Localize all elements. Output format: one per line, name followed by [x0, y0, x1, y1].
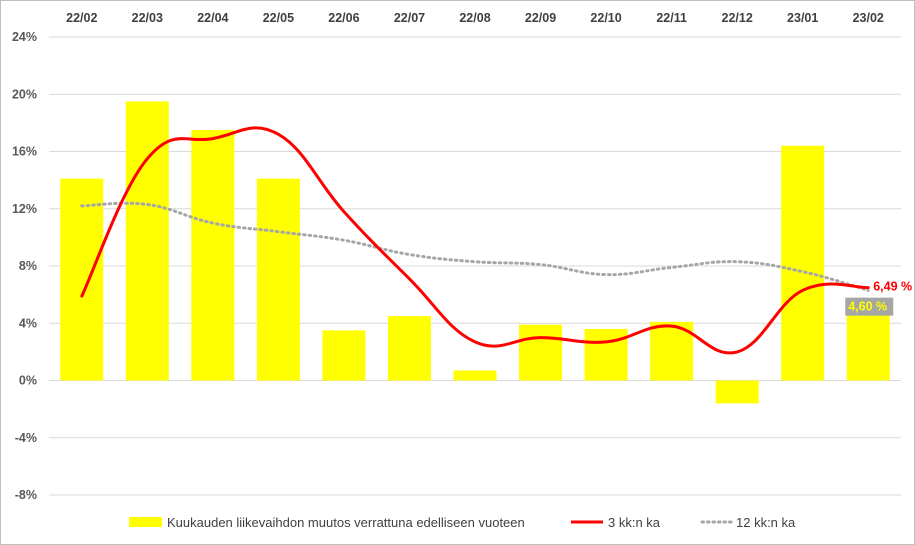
bar — [519, 324, 563, 381]
x-category-label: 23/01 — [787, 11, 818, 25]
bar-data-label: 4,60 % — [848, 300, 887, 314]
y-tick-label: 8% — [19, 259, 37, 273]
x-category-label: 22/11 — [656, 11, 687, 25]
legend: Kuukauden liikevaihdon muutos verrattuna… — [129, 515, 796, 530]
bar — [781, 145, 825, 381]
y-tick-label: 24% — [12, 30, 37, 44]
data-labels: 4,60 % 6,49 % — [845, 280, 912, 316]
y-tick-label: 20% — [12, 87, 37, 101]
line-data-label: 6,49 % — [873, 280, 912, 294]
x-category-label: 22/05 — [263, 11, 294, 25]
bar — [60, 178, 104, 381]
bar — [256, 178, 300, 381]
x-category-label: 22/08 — [459, 11, 490, 25]
bar — [191, 130, 235, 381]
bar — [584, 328, 628, 381]
series-3kk-line — [80, 126, 870, 355]
bar — [846, 314, 890, 381]
x-category-label: 22/10 — [590, 11, 621, 25]
x-category-label: 22/03 — [132, 11, 163, 25]
y-tick-label: 4% — [19, 316, 37, 330]
x-axis-category-labels: 22/02 22/03 22/04 22/05 22/06 22/07 22/08 22/09… — [66, 11, 884, 25]
x-category-label: 22/09 — [525, 11, 556, 25]
y-axis-tick-labels: 24% 20% 16% 12% 8% 4% 0% -4% -8% — [12, 30, 37, 502]
x-category-label: 22/07 — [394, 11, 425, 25]
x-category-label: 22/12 — [722, 11, 753, 25]
y-tick-label: 0% — [19, 374, 37, 388]
y-tick-label: 12% — [12, 202, 37, 216]
x-category-label: 22/06 — [328, 11, 359, 25]
series-12kk-line — [80, 201, 870, 292]
x-category-label: 22/04 — [197, 11, 228, 25]
legend-bar-swatch — [129, 517, 162, 527]
legend-bar-label: Kuukauden liikevaihdon muutos verrattuna… — [167, 515, 525, 530]
bar — [125, 101, 169, 381]
y-tick-label: -4% — [15, 431, 37, 445]
y-tick-label: 16% — [12, 145, 37, 159]
bar-series — [60, 101, 890, 404]
x-category-label: 22/02 — [66, 11, 97, 25]
bar-data-label-background — [845, 297, 894, 316]
legend-3kk-label: 3 kk:n ka — [608, 515, 661, 530]
legend-12kk-label: 12 kk:n ka — [736, 515, 796, 530]
y-tick-label: -8% — [15, 488, 37, 502]
bar — [453, 370, 497, 381]
bar — [322, 330, 366, 381]
bar — [387, 316, 431, 381]
x-category-label: 23/02 — [853, 11, 884, 25]
bar — [715, 380, 759, 404]
gridlines — [49, 36, 901, 496]
